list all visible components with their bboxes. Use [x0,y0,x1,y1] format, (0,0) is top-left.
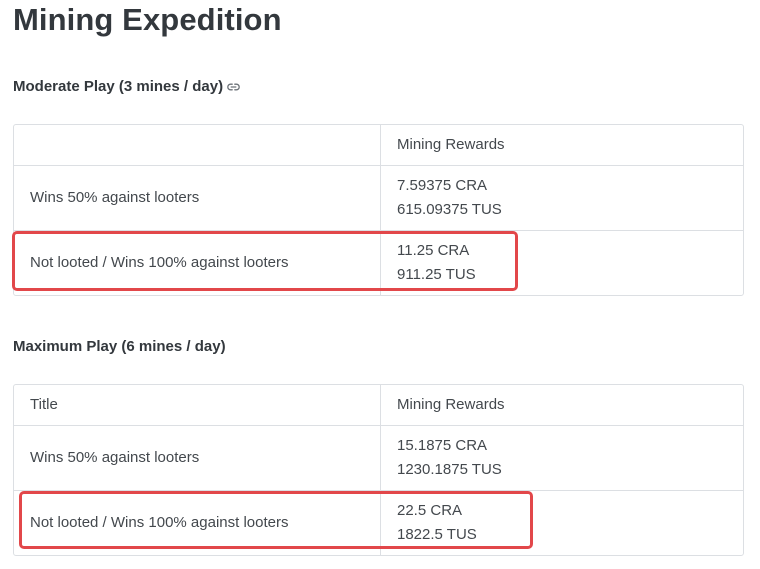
row-title: Wins 50% against looters [14,165,381,231]
section-heading-label: Maximum Play (6 mines / day) [13,338,226,355]
row-title: Not looted / Wins 100% against looters [14,230,381,295]
row-rewards: 7.59375 CRA 615.09375 TUS [380,165,743,231]
maximum-play-table: Title Mining Rewards Wins 50% against lo… [13,384,744,556]
reward-tus: 1822.5 TUS [397,526,477,543]
reward-cra: 15.1875 CRA [397,437,488,454]
column-header-title [14,125,381,166]
row-title: Not looted / Wins 100% against looters [14,490,381,555]
moderate-play-table: Mining Rewards Wins 50% against looters … [13,124,744,296]
row-rewards: 22.5 CRA 1822.5 TUS [380,490,743,555]
table-row: Wins 50% against looters 7.59375 CRA 615… [14,165,743,231]
table-header-row: Mining Rewards [14,125,743,166]
table-header-row: Title Mining Rewards [14,385,743,426]
table-row: Not looted / Wins 100% against looters 2… [14,490,743,555]
reward-tus: 911.25 TUS [397,266,476,283]
table-row: Wins 50% against looters 15.1875 CRA 123… [14,425,743,491]
row-rewards: 11.25 CRA 911.25 TUS [380,230,743,295]
table-row: Not looted / Wins 100% against looters 1… [14,230,743,295]
reward-cra: 22.5 CRA [397,502,463,519]
row-rewards: 15.1875 CRA 1230.1875 TUS [380,425,743,491]
reward-cra: 7.59375 CRA [397,177,488,194]
column-header-mining-rewards: Mining Rewards [397,396,505,413]
link-icon[interactable] [226,80,241,92]
reward-cra: 11.25 CRA [397,242,470,259]
column-header-mining-rewards: Mining Rewards [397,136,505,153]
row-title: Wins 50% against looters [14,425,381,491]
section-heading-maximum-play: Maximum Play (6 mines / day) [13,338,226,355]
column-header-title: Title [14,385,381,426]
section-heading-label: Moderate Play (3 mines / day) [13,78,224,95]
reward-tus: 1230.1875 TUS [397,461,502,478]
page-title: Mining Expedition [13,2,282,37]
section-heading-moderate-play: Moderate Play (3 mines / day) [13,78,241,95]
reward-tus: 615.09375 TUS [397,201,502,218]
